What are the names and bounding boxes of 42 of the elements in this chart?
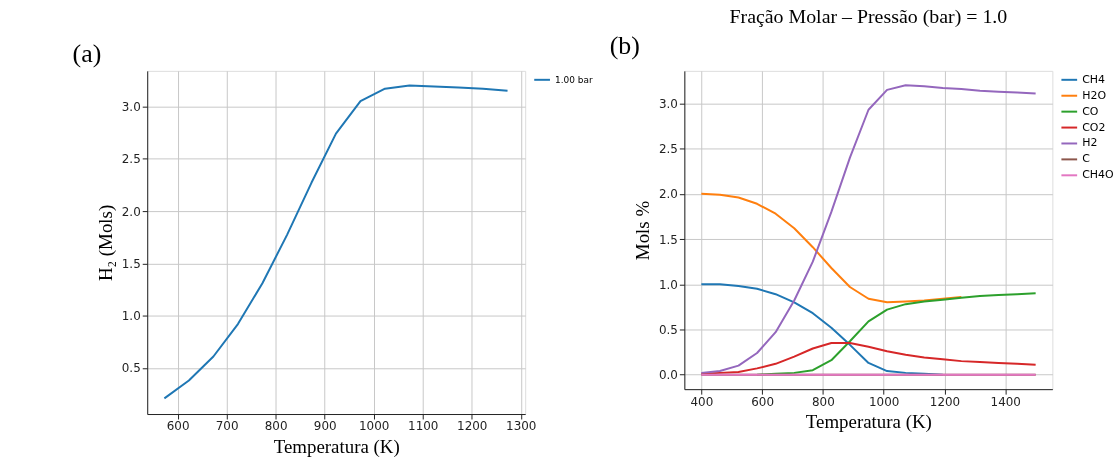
x-tick-label: 800 <box>812 394 835 409</box>
y-tick-label: 1.5 <box>121 256 141 271</box>
y-tick-label: 2.0 <box>121 204 141 219</box>
y-tick-label: 1.5 <box>658 232 678 247</box>
y-axis-title: Mols % <box>631 200 653 261</box>
y-tick-label: 2.5 <box>121 152 141 167</box>
y-tick-label: 2.5 <box>658 142 678 157</box>
x-tick-label: 600 <box>751 394 775 409</box>
y-tick-label: 3.0 <box>121 99 141 114</box>
x-axis-title: Temperatura (K) <box>805 411 932 434</box>
x-tick-label: 400 <box>690 394 714 409</box>
x-tick-label: 1000 <box>359 419 390 434</box>
y-tick-label: 0.0 <box>658 368 678 383</box>
y-tick-label: 2.0 <box>658 187 678 202</box>
legend-label: CH4O <box>1082 168 1114 182</box>
x-tick-label: 1000 <box>869 394 900 409</box>
legend-label: H2O <box>1082 88 1106 102</box>
chart-title: Fração Molar – Pressão (bar) = 1.0 <box>729 5 1008 29</box>
x-tick-label: 1400 <box>990 394 1021 409</box>
x-tick-label: 1200 <box>929 394 961 409</box>
x-tick-label: 600 <box>166 419 190 434</box>
x-tick-label: 1100 <box>408 419 439 434</box>
y-axis-title: H₂ (Mols) <box>94 204 117 282</box>
legend-label: CH4 <box>1082 72 1106 86</box>
legend-label: CO2 <box>1082 120 1106 134</box>
y-tick-label: 0.5 <box>121 361 141 376</box>
y-tick-label: 1.0 <box>658 277 678 292</box>
y-tick-label: 1.0 <box>121 309 141 324</box>
legend-label: 1.00 bar <box>555 74 593 85</box>
x-tick-label: 1300 <box>506 419 537 434</box>
legend-label: CO <box>1082 104 1099 118</box>
x-tick-label: 900 <box>313 419 337 434</box>
legend-label: H2 <box>1082 136 1098 150</box>
text: (b) <box>609 30 640 60</box>
y-tick-label: 3.0 <box>658 96 678 111</box>
x-tick-label: 1200 <box>457 419 488 434</box>
x-tick-label: 800 <box>264 419 288 434</box>
y-tick-label: 0.5 <box>658 322 678 337</box>
text: (a) <box>72 38 102 68</box>
x-tick-label: 700 <box>215 419 239 434</box>
legend-label: C <box>1082 152 1091 166</box>
x-axis-title: Temperatura (K) <box>273 436 400 459</box>
